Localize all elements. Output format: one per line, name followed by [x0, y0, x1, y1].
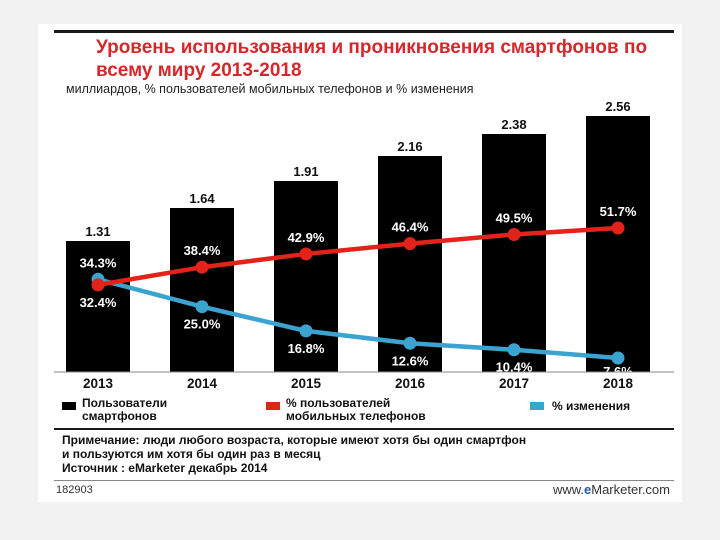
legend-label-bars-line1: Пользователи [82, 396, 168, 410]
chart-title: Уровень использования и проникновения см… [96, 37, 648, 81]
bar-2015 [274, 181, 338, 372]
penetration-series-point-2016 [403, 237, 417, 251]
change-label-2013: 34.3% [80, 255, 117, 270]
change-label-2014: 25.0% [184, 317, 221, 332]
footer-brand-e: e [584, 482, 592, 497]
x-tick-label-2017: 2017 [499, 376, 529, 391]
penetration-series-line [97, 225, 619, 288]
penetration-series-point-2017 [507, 227, 521, 241]
footer-divider [54, 480, 674, 481]
note-line-2: и пользуются им хотя бы один раз в месяц [62, 447, 321, 461]
bar-value-label-2018: 2.56 [605, 99, 630, 114]
legend-swatch-blue [530, 402, 544, 410]
change-label-2016: 12.6% [392, 353, 429, 368]
penetration-series-point-2014 [195, 260, 209, 274]
penetration-label-2016: 46.4% [392, 220, 429, 235]
change-series-point-2017 [507, 343, 521, 357]
x-tick-label-2018: 2018 [603, 376, 634, 391]
legend-label-red: % пользователей мобильных телефонов [286, 397, 426, 423]
bar-value-label-2015: 1.91 [293, 164, 318, 179]
bar-2018 [586, 116, 650, 372]
penetration-label-2014: 38.4% [184, 243, 221, 258]
penetration-series-point-2015 [299, 247, 313, 261]
footer-brand-prefix: www. [552, 482, 585, 497]
change-series-line [97, 277, 619, 361]
x-tick-label-2015: 2015 [291, 376, 322, 391]
legend-label-red-line1: % пользователей [286, 396, 391, 410]
note-line-1: Примечание: люди любого возраста, которы… [62, 433, 527, 447]
x-tick-label-2013: 2013 [83, 376, 114, 391]
chart-card [38, 24, 682, 502]
footer-brand-link[interactable]: www.eMarketer.com [553, 482, 670, 497]
legend-label-bars: Пользователи смартфонов [82, 397, 167, 423]
change-series-point-2014 [195, 300, 209, 314]
chart-subtitle: миллиардов, % пользователей мобильных те… [66, 82, 474, 96]
bar-2016 [378, 156, 442, 372]
penetration-series-point-2018 [611, 221, 625, 235]
bar-2017 [482, 134, 546, 372]
note: Примечание: люди любого возраста, которы… [62, 433, 672, 475]
bar-2014 [170, 208, 234, 372]
penetration-label-2018: 51.7% [600, 204, 637, 219]
change-series-point-2018 [611, 351, 625, 365]
footer-id: 182903 [56, 484, 93, 496]
change-series-point-2015 [299, 324, 313, 338]
penetration-label-2015: 42.9% [288, 230, 325, 245]
top-rule [54, 30, 674, 33]
penetration-series-point-2013 [91, 278, 105, 292]
legend-label-blue: % изменения [552, 399, 631, 413]
bar-value-label-2017: 2.38 [501, 117, 526, 132]
change-label-2017: 10.4% [496, 360, 533, 375]
note-source: Источник : eMarketer декабрь 2014 [62, 461, 268, 475]
change-label-2015: 16.8% [288, 341, 325, 356]
x-tick-label-2016: 2016 [395, 376, 426, 391]
penetration-label-2013: 32.4% [80, 295, 117, 310]
x-tick-label-2014: 2014 [187, 376, 218, 391]
legend-swatch-red [266, 402, 280, 410]
bar-value-label-2014: 1.64 [189, 191, 215, 206]
legend-swatch-bars [62, 402, 76, 410]
bar-value-label-2013: 1.31 [85, 224, 110, 239]
footer-brand-suffix: Marketer.com [591, 482, 670, 497]
bar-2013 [66, 241, 130, 372]
legend-divider [54, 428, 674, 430]
penetration-label-2017: 49.5% [496, 210, 533, 225]
legend-label-bars-line2: смартфонов [82, 409, 157, 423]
change-series-point-2016 [403, 336, 417, 350]
legend-label-red-line2: мобильных телефонов [286, 409, 426, 423]
bar-value-label-2016: 2.16 [397, 139, 422, 154]
